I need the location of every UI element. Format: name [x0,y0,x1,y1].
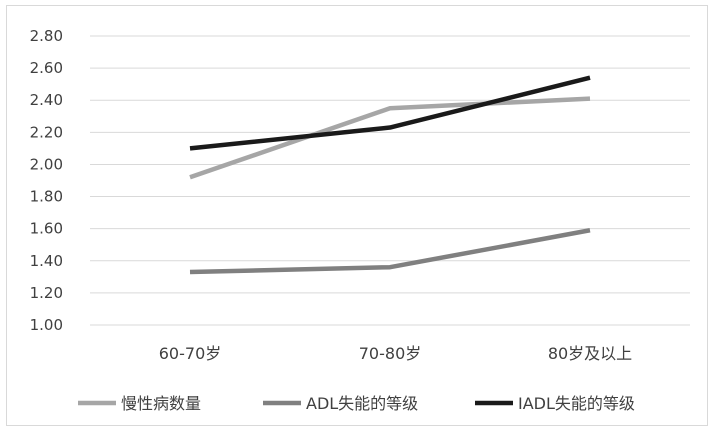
y-tick-label: 1.80 [30,188,63,206]
series-line-2 [189,228,591,275]
series-lines [189,75,591,275]
y-tick-label: 2.60 [30,59,63,77]
series-line-3 [189,75,591,151]
legend-label: ADL失能的等级 [306,394,418,413]
x-category-label: 70-80岁 [359,344,422,363]
chart-frame [6,5,708,426]
y-tick-label: 1.60 [30,220,63,238]
y-tick-label: 2.80 [30,27,63,45]
y-tick-label: 2.20 [30,123,63,141]
legend-label: 慢性病数量 [121,394,201,413]
y-tick-label: 1.00 [30,316,63,334]
legend: 慢性病数量 ADL失能的等级 IADL失能的等级 [78,394,635,413]
y-tick-label: 2.00 [30,155,63,173]
y-axis-tick-labels: 1.00 1.20 1.40 1.60 1.80 2.00 2.20 2.40 2.60 2.80 [30,27,63,334]
x-axis-category-labels: 60-70岁 70-80岁 80岁及以上 [159,344,632,363]
series-line-1 [189,96,591,180]
y-tick-label: 1.20 [30,284,63,302]
y-tick-label: 1.40 [30,252,63,270]
gridlines [90,35,690,326]
y-tick-label: 2.40 [30,91,63,109]
x-category-label: 60-70岁 [159,344,222,363]
legend-label: IADL失能的等级 [518,394,635,413]
x-category-label: 80岁及以上 [548,344,632,363]
